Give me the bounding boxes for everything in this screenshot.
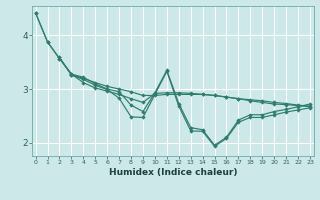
X-axis label: Humidex (Indice chaleur): Humidex (Indice chaleur) [108,168,237,177]
